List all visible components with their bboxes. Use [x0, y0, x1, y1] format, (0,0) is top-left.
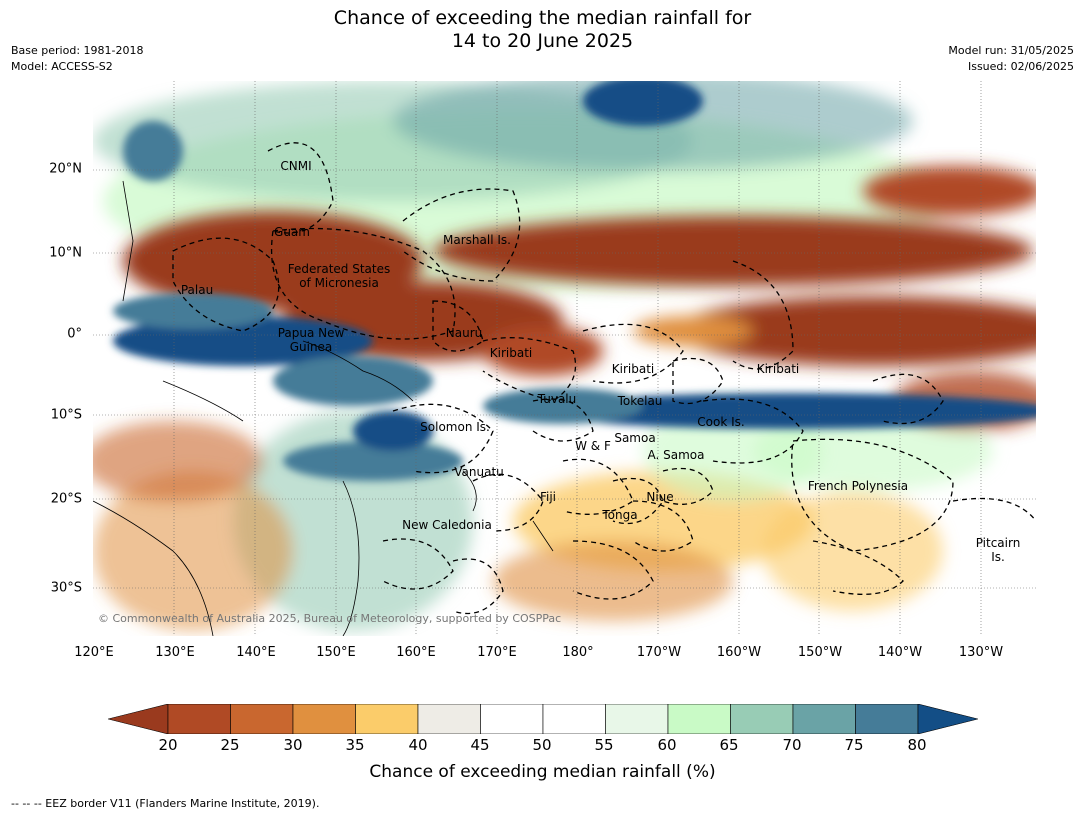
rainfall-map: © Commonwealth of Australia 2025, Bureau…	[93, 81, 1036, 636]
colorbar-extend-low	[108, 704, 169, 734]
lat-label-30s: 30°S	[50, 580, 82, 596]
colorbar-label: Chance of exceeding median rainfall (%)	[369, 762, 716, 782]
colorbar-segment	[855, 704, 919, 734]
lon-label-170w: 170°W	[636, 645, 682, 660]
lat-label-20n: 20°N	[49, 161, 82, 177]
coastlines	[93, 180, 554, 636]
region-label-palau: Palau	[180, 283, 214, 297]
lat-label-10n: 10°N	[49, 245, 82, 261]
region-label-french-polynesia: French Polynesia	[807, 479, 909, 493]
model-name: Model: ACCESS-S2	[11, 60, 113, 73]
colorbar-tick-50: 50	[532, 736, 552, 754]
colorbar	[108, 704, 978, 734]
colorbar-tick-25: 25	[220, 736, 240, 754]
colorbar-segment	[355, 704, 419, 734]
region-label-pitcairn-islands: Pitcairn Is.	[975, 536, 1021, 564]
region-label-kiribati-west: Kiribati	[489, 346, 533, 360]
region-label-micronesia: Federated States of Micronesia	[287, 262, 391, 290]
colorbar-segment	[792, 704, 856, 734]
map-canvas	[93, 81, 1036, 636]
lon-label-130e: 130°E	[155, 645, 195, 660]
model-run: Model run: 31/05/2025	[948, 44, 1074, 57]
colorbar-tick-75: 75	[844, 736, 864, 754]
region-label-vanuatu: Vanuatu	[454, 465, 504, 479]
lon-label-150e: 150°E	[316, 645, 356, 660]
region-label-tonga: Tonga	[602, 508, 638, 522]
region-label-nauru: Nauru	[445, 326, 483, 340]
title-line-2: 14 to 20 June 2025	[451, 30, 634, 52]
region-label-tuvalu: Tuvalu	[537, 392, 577, 406]
region-label-tokelau: Tokelau	[617, 394, 663, 408]
region-label-niue: Niue	[646, 490, 674, 504]
region-label-american-samoa: A. Samoa	[647, 448, 705, 462]
region-label-cook-islands: Cook Is.	[697, 415, 745, 429]
colorbar-segment	[292, 704, 356, 734]
lon-label-160e: 160°E	[396, 645, 436, 660]
colorbar-tick-35: 35	[345, 736, 365, 754]
colorbar-tick-70: 70	[782, 736, 802, 754]
colorbar-tick-60: 60	[657, 736, 677, 754]
meta-left: Base period: 1981-2018 Model: ACCESS-S2	[11, 43, 143, 75]
colorbar-segment	[542, 704, 606, 734]
meta-right: Model run: 31/05/2025 Issued: 02/06/2025	[948, 43, 1074, 75]
colorbar-segment	[480, 704, 544, 734]
region-label-fiji: Fiji	[539, 490, 557, 504]
colorbar-extend-high	[917, 704, 978, 734]
eez-borders	[172, 142, 1036, 615]
region-label-guam: Guam	[274, 225, 310, 239]
region-label-wallis-futuna: W & F	[575, 439, 611, 453]
colorbar-segment	[605, 704, 669, 734]
colorbar-tick-40: 40	[408, 736, 428, 754]
region-label-marshall-islands: Marshall Is.	[443, 233, 511, 247]
lon-label-120e: 120°E	[74, 645, 114, 660]
colorbar-segments	[108, 704, 978, 734]
lon-label-150w: 150°W	[797, 645, 843, 660]
region-label-new-caledonia: New Caledonia	[402, 518, 492, 532]
colorbar-segment	[417, 704, 481, 734]
colorbar-tick-20: 20	[158, 736, 178, 754]
lat-label-0: 0°	[67, 326, 82, 342]
colorbar-tick-65: 65	[719, 736, 739, 754]
lon-label-130w: 130°W	[958, 645, 1004, 660]
region-label-kiribati-east: Kiribati	[756, 362, 800, 376]
colorbar-segment	[230, 704, 294, 734]
colorbar-segment	[730, 704, 794, 734]
copyright-notice: © Commonwealth of Australia 2025, Bureau…	[98, 612, 562, 625]
base-period: Base period: 1981-2018	[11, 44, 144, 57]
graticule	[93, 81, 1036, 636]
title-line-1: Chance of exceeding the median rainfall …	[333, 7, 752, 29]
colorbar-tick-80: 80	[907, 736, 927, 754]
lat-label-20s: 20°S	[50, 491, 82, 507]
region-label-papua-new-guinea: Papua New Guinea	[277, 326, 345, 354]
colorbar-segment	[167, 704, 231, 734]
region-label-samoa: Samoa	[614, 431, 656, 445]
colorbar-segment	[667, 704, 731, 734]
lon-label-160w: 160°W	[716, 645, 762, 660]
issued-date: Issued: 02/06/2025	[967, 60, 1074, 73]
region-label-cnmi: CNMI	[280, 159, 312, 173]
map-title: Chance of exceeding the median rainfall …	[0, 7, 1085, 53]
eez-footnote: -- -- -- EEZ border V11 (Flanders Marine…	[11, 797, 320, 810]
rainfall-field-wet	[113, 81, 1036, 481]
lat-label-10s: 10°S	[50, 407, 82, 423]
colorbar-tick-45: 45	[470, 736, 490, 754]
region-label-kiribati-central: Kiribati	[611, 362, 655, 376]
lon-label-170e: 170°E	[477, 645, 517, 660]
colorbar-tick-55: 55	[594, 736, 614, 754]
region-label-solomon-islands: Solomon Is.	[420, 420, 490, 434]
colorbar-tick-30: 30	[283, 736, 303, 754]
lon-label-140w: 140°W	[877, 645, 923, 660]
lon-label-140e: 140°E	[236, 645, 276, 660]
lon-label-180: 180°	[562, 645, 594, 660]
